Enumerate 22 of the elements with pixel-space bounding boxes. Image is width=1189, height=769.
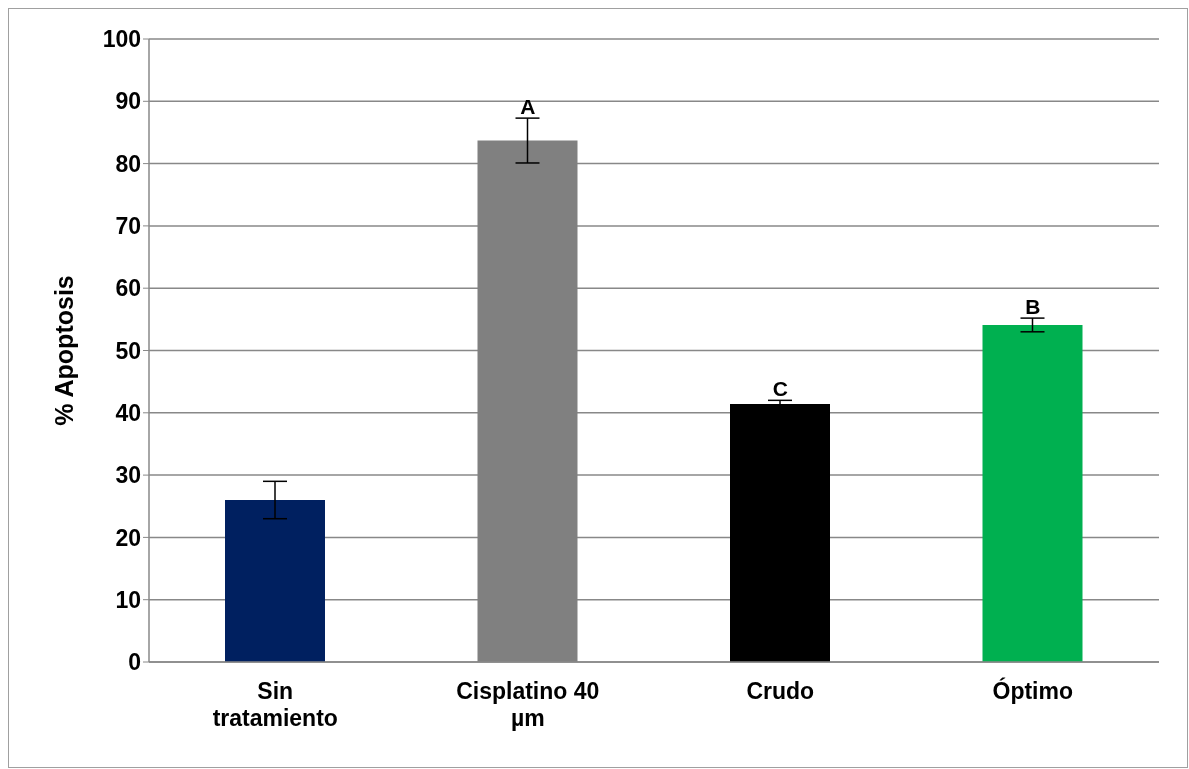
y-tick-label: 10 [115, 586, 141, 613]
y-tick-label: 80 [115, 150, 141, 177]
y-axis-title: % Apoptosis [49, 275, 78, 426]
annotation: C [772, 377, 788, 401]
y-tick-label: 20 [115, 524, 141, 551]
y-tick-label: 60 [115, 275, 141, 302]
x-tick-label: Cisplatino 40 µm [456, 677, 600, 732]
bar [730, 404, 830, 662]
y-tick-label: 90 [115, 88, 141, 115]
y-tick-label: 50 [115, 337, 141, 364]
bar [225, 500, 325, 662]
x-tick-label: Crudo [746, 677, 815, 704]
y-tick-label: 0 [128, 649, 141, 676]
y-tick-label: 30 [115, 462, 141, 489]
y-tick-label: 100 [102, 26, 141, 53]
y-tick-label: 70 [115, 213, 141, 240]
x-tick-label: Óptimo [992, 676, 1073, 704]
bar [982, 324, 1083, 662]
y-tick-label: 40 [115, 399, 141, 426]
annotation: B [1025, 295, 1041, 319]
x-tick-label: Sin tratamiento [212, 677, 338, 732]
annotation: A [520, 95, 536, 119]
